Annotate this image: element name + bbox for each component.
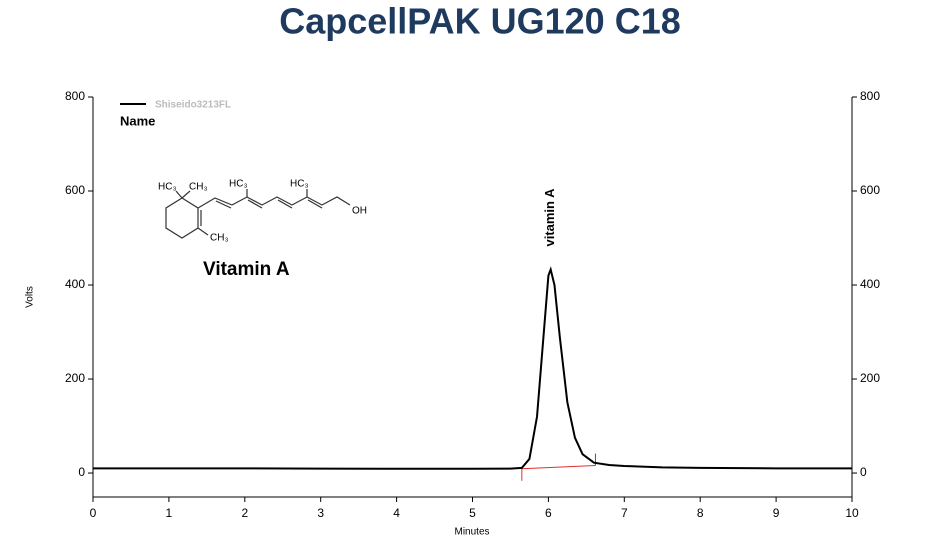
y2-tick-label: 800 xyxy=(860,89,880,103)
double-bond xyxy=(307,199,323,209)
methyl-bond xyxy=(175,190,183,199)
y-axis-label: Volts xyxy=(25,286,36,308)
x-tick-label: 5 xyxy=(469,506,476,520)
x-tick-label: 9 xyxy=(773,506,780,520)
structure-label: CH₃ xyxy=(189,182,208,193)
methyl-bond xyxy=(197,227,209,236)
integration-baseline xyxy=(521,465,596,470)
y-tick-label: 200 xyxy=(65,371,85,385)
data-line xyxy=(93,266,852,470)
x-tick-label: 10 xyxy=(845,506,859,520)
x-tick-label: 6 xyxy=(545,506,552,520)
y-tick-label: 600 xyxy=(65,183,85,197)
y2-tick-label: 200 xyxy=(860,371,880,385)
legend-title: Name xyxy=(120,113,155,128)
x-tick-label: 8 xyxy=(697,506,704,520)
y2-tick-label: 600 xyxy=(860,183,880,197)
x-tick-label: 1 xyxy=(166,506,173,520)
legend-entry: Shiseido3213FL xyxy=(155,100,231,111)
x-axis-label: Minutes xyxy=(454,527,489,538)
structure-label: HC₃ xyxy=(229,179,248,190)
structure-label: HC₃ xyxy=(290,179,309,190)
double-bond xyxy=(247,199,263,209)
methyl-bond xyxy=(181,190,191,199)
structure-label: OH xyxy=(352,206,367,217)
structure xyxy=(165,189,351,239)
peak-annotation: vitamin A xyxy=(542,188,557,247)
double-bond xyxy=(215,200,232,209)
y2-tick-label: 400 xyxy=(860,277,880,291)
double-bond xyxy=(277,199,293,209)
y2-tick-label: 0 xyxy=(860,465,867,479)
x-tick-label: 0 xyxy=(90,506,97,520)
x-tick-label: 2 xyxy=(241,506,248,520)
x-tick-label: 3 xyxy=(317,506,324,520)
y-tick-label: 0 xyxy=(78,465,85,479)
structure-label: HC₃ xyxy=(158,182,177,193)
structure-label: CH₃ xyxy=(210,233,229,244)
ring xyxy=(165,197,199,239)
y-tick-label: 400 xyxy=(65,277,85,291)
chart-title: CapcellPAK UG120 C18 xyxy=(279,1,681,42)
x-tick-label: 7 xyxy=(621,506,628,520)
y-tick-label: 800 xyxy=(65,89,85,103)
x-tick-label: 4 xyxy=(393,506,400,520)
chain xyxy=(197,196,351,209)
structure-name: Vitamin A xyxy=(203,259,290,280)
